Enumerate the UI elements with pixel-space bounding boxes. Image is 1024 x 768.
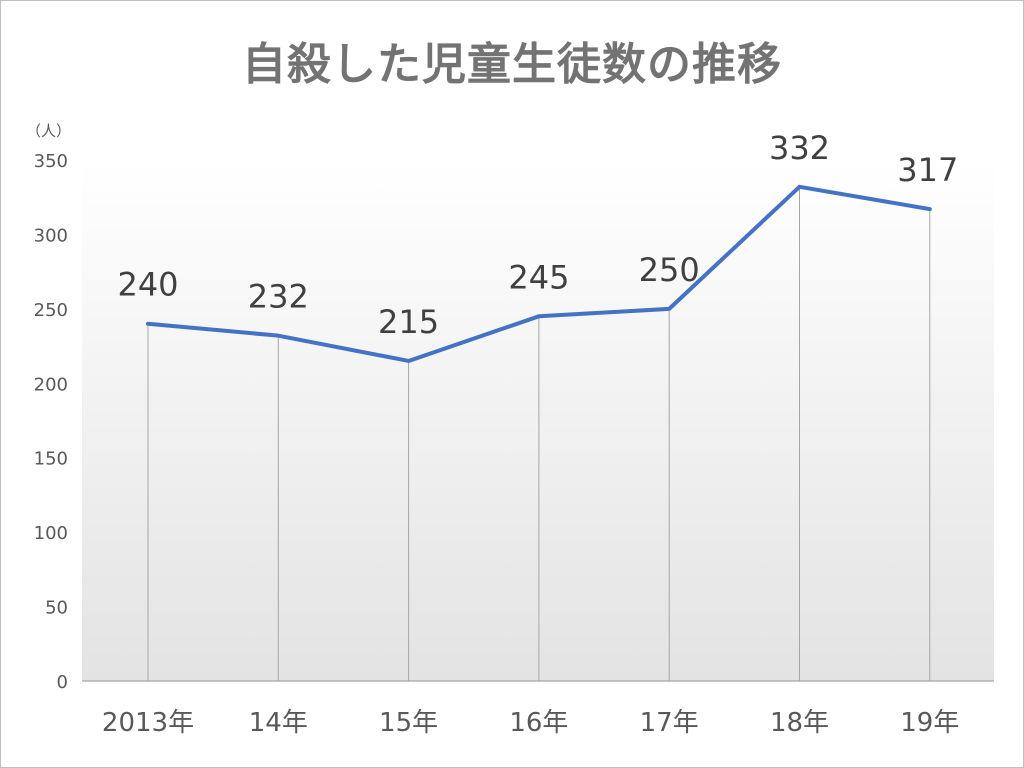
x-tick-label: 15年 <box>379 708 438 738</box>
y-tick-label: 100 <box>34 523 68 544</box>
y-tick-label: 200 <box>34 374 68 395</box>
x-tick-label: 19年 <box>900 708 959 738</box>
y-tick-label: 150 <box>34 449 68 470</box>
y-tick-label: 50 <box>45 598 68 619</box>
data-label: 332 <box>769 129 830 167</box>
y-tick-label: 300 <box>34 225 68 246</box>
data-label: 317 <box>897 151 958 189</box>
data-label: 250 <box>639 251 700 289</box>
y-tick-label: 350 <box>34 151 68 172</box>
x-tick-label: 14年 <box>249 708 308 738</box>
data-label: 232 <box>248 278 309 316</box>
y-tick-label: 0 <box>57 672 68 693</box>
x-tick-label: 17年 <box>640 708 699 738</box>
plot-area-background <box>82 160 994 681</box>
x-tick-label: 18年 <box>770 708 829 738</box>
data-label: 215 <box>378 303 439 341</box>
y-axis-unit-label: （人） <box>26 122 72 140</box>
x-tick-label: 16年 <box>509 708 568 738</box>
chart-title: 自殺した児童生徒数の推移 <box>242 39 782 90</box>
y-tick-label: 250 <box>34 300 68 321</box>
data-label: 245 <box>508 258 569 296</box>
data-label: 240 <box>117 266 178 304</box>
series-line <box>146 184 932 363</box>
x-tick-label: 2013年 <box>102 708 194 738</box>
